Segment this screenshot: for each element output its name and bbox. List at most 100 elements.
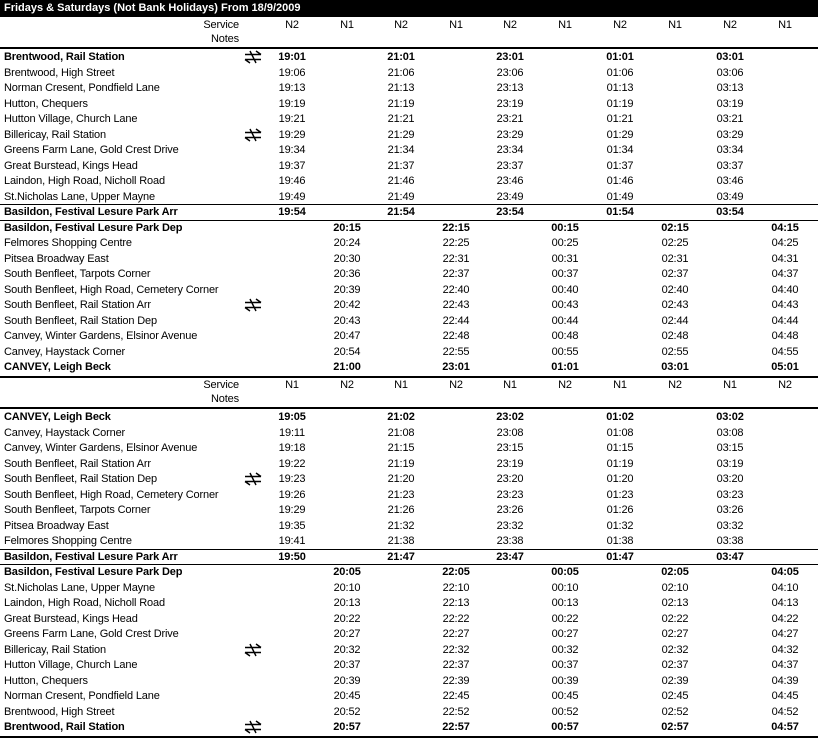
departure-time: 04:25 bbox=[771, 237, 799, 249]
departure-time: 00:25 bbox=[551, 237, 579, 249]
departure-time: 01:20 bbox=[606, 473, 634, 485]
departure-time: 21:19 bbox=[387, 457, 415, 470]
departure-time: 02:37 bbox=[661, 659, 689, 671]
departure-time: 22:10 bbox=[442, 581, 470, 594]
departure-time: 03:26 bbox=[716, 504, 744, 516]
departure-time: 04:44 bbox=[771, 314, 799, 327]
notes-label: Notes bbox=[211, 393, 239, 405]
departure-time: 23:26 bbox=[496, 504, 524, 516]
departure-time: 04:27 bbox=[771, 628, 799, 640]
stop-name: Hutton, Chequers bbox=[4, 97, 88, 110]
departure-time: 21:08 bbox=[387, 426, 415, 439]
departure-time: 21:15 bbox=[387, 442, 415, 454]
departure-time: 23:29 bbox=[496, 128, 524, 141]
departure-time: 20:45 bbox=[333, 690, 361, 702]
departure-time: 22:22 bbox=[442, 612, 470, 625]
departure-time: 22:13 bbox=[442, 597, 470, 609]
departure-time: 02:22 bbox=[661, 612, 689, 625]
departure-time: 00:27 bbox=[551, 628, 579, 640]
departure-time: 00:32 bbox=[551, 643, 579, 656]
departure-time: 02:52 bbox=[661, 705, 689, 718]
rail-icon bbox=[244, 642, 262, 657]
departure-time: 20:57 bbox=[333, 721, 361, 733]
stop-name: Basildon, Festival Lesure Park Arr bbox=[4, 550, 178, 563]
departure-time: 23:49 bbox=[496, 190, 524, 203]
departure-time: 23:34 bbox=[496, 144, 524, 156]
stop-name: Basildon, Festival Lesure Park Arr bbox=[4, 206, 178, 218]
departure-time: 00:13 bbox=[551, 597, 579, 609]
departure-time: 23:13 bbox=[496, 82, 524, 94]
departure-time: 02:15 bbox=[661, 221, 689, 234]
departure-time: 04:37 bbox=[771, 268, 799, 280]
service-code: N2 bbox=[613, 19, 627, 31]
departure-time: 23:02 bbox=[496, 411, 524, 423]
stop-name: Basildon, Festival Lesure Park Dep bbox=[4, 566, 183, 578]
departure-time: 03:20 bbox=[716, 473, 744, 485]
stop-name: St.Nicholas Lane, Upper Mayne bbox=[4, 581, 155, 594]
departure-time: 04:13 bbox=[771, 597, 799, 609]
departure-time: 21:13 bbox=[387, 82, 415, 94]
departure-time: 23:15 bbox=[496, 442, 524, 454]
departure-time: 03:02 bbox=[716, 411, 744, 423]
service-code: N2 bbox=[558, 379, 572, 391]
departure-time: 02:25 bbox=[661, 237, 689, 249]
service-code: N1 bbox=[668, 19, 682, 31]
departure-time: 21:00 bbox=[333, 361, 361, 373]
stop-name: Great Burstead, Kings Head bbox=[4, 159, 138, 172]
departure-time: 03:19 bbox=[716, 457, 744, 470]
stop-name: Canvey, Winter Gardens, Elsinor Avenue bbox=[4, 442, 198, 454]
stop-name: Basildon, Festival Lesure Park Dep bbox=[4, 221, 183, 234]
departure-time: 04:45 bbox=[771, 690, 799, 702]
departure-time: 20:52 bbox=[333, 705, 361, 718]
departure-time: 20:10 bbox=[333, 581, 361, 594]
departure-time: 23:32 bbox=[496, 519, 524, 532]
service-code: N1 bbox=[340, 19, 354, 31]
departure-time: 01:19 bbox=[606, 97, 634, 110]
service-code: N1 bbox=[558, 19, 572, 31]
departure-time: 01:37 bbox=[606, 159, 634, 172]
departure-time: 23:21 bbox=[496, 113, 524, 125]
departure-time: 04:15 bbox=[771, 221, 799, 234]
departure-time: 19:46 bbox=[278, 175, 306, 187]
departure-time: 04:31 bbox=[771, 252, 799, 265]
departure-time: 19:18 bbox=[278, 442, 306, 454]
departure-time: 02:32 bbox=[661, 643, 689, 656]
service-code: N1 bbox=[449, 19, 463, 31]
departure-time: 21:01 bbox=[387, 51, 415, 63]
departure-time: 21:19 bbox=[387, 97, 415, 110]
stop-name: South Benfleet, Rail Station Dep bbox=[4, 314, 157, 327]
departure-time: 22:45 bbox=[442, 690, 470, 702]
departure-time: 03:37 bbox=[716, 159, 744, 172]
rule bbox=[0, 735, 818, 738]
departure-time: 19:37 bbox=[278, 159, 306, 172]
departure-time: 19:22 bbox=[278, 457, 306, 470]
departure-time: 01:38 bbox=[606, 535, 634, 547]
stop-name: Greens Farm Lane, Gold Crest Drive bbox=[4, 144, 179, 156]
departure-time: 03:19 bbox=[716, 97, 744, 110]
departure-time: 23:19 bbox=[496, 97, 524, 110]
departure-time: 00:37 bbox=[551, 268, 579, 280]
stop-name: Hutton, Chequers bbox=[4, 674, 88, 687]
departure-time: 03:06 bbox=[716, 66, 744, 79]
stop-name: CANVEY, Leigh Beck bbox=[4, 411, 111, 423]
stop-name: South Benfleet, Rail Station Arr bbox=[4, 457, 151, 470]
departure-time: 20:05 bbox=[333, 566, 361, 578]
departure-time: 04:40 bbox=[771, 283, 799, 296]
stop-name: Brentwood, Rail Station bbox=[4, 51, 125, 63]
departure-time: 22:52 bbox=[442, 705, 470, 718]
departure-time: 04:55 bbox=[771, 345, 799, 358]
departure-time: 00:39 bbox=[551, 674, 579, 687]
stop-name: Brentwood, Rail Station bbox=[4, 721, 125, 733]
departure-time: 03:46 bbox=[716, 175, 744, 187]
service-code: N2 bbox=[668, 379, 682, 391]
departure-time: 01:46 bbox=[606, 175, 634, 187]
departure-time: 04:05 bbox=[771, 566, 799, 578]
departure-time: 01:32 bbox=[606, 519, 634, 532]
stop-name: South Benfleet, Rail Station Arr bbox=[4, 299, 151, 311]
stop-name: Greens Farm Lane, Gold Crest Drive bbox=[4, 628, 179, 640]
departure-time: 03:23 bbox=[716, 488, 744, 501]
service-code: N2 bbox=[394, 19, 408, 31]
departure-time: 19:49 bbox=[278, 190, 306, 203]
departure-time: 03:21 bbox=[716, 113, 744, 125]
departure-time: 01:26 bbox=[606, 504, 634, 516]
